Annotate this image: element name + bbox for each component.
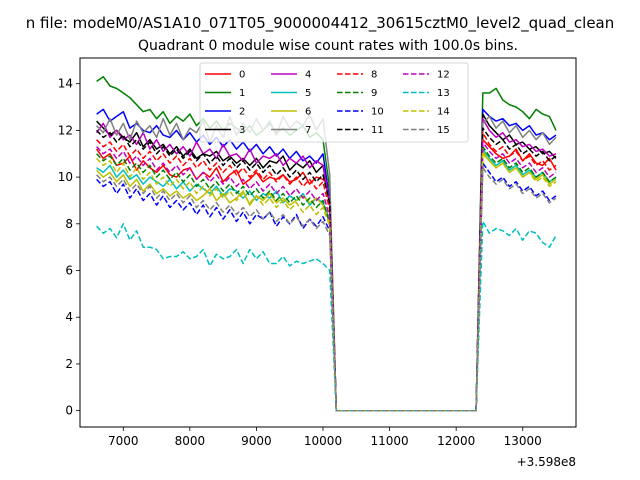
y-tick-label: 10 bbox=[58, 170, 73, 184]
series-line-4 bbox=[95, 117, 557, 412]
y-tick-label: 2 bbox=[65, 357, 73, 371]
series-line-10 bbox=[96, 162, 557, 412]
legend-label-14: 14 bbox=[437, 107, 450, 118]
series-line-2 bbox=[96, 108, 557, 412]
legend-label-4: 4 bbox=[305, 70, 311, 81]
legend-label-0: 0 bbox=[239, 70, 245, 81]
series-line-9 bbox=[96, 145, 557, 412]
y-tick-label: 14 bbox=[58, 77, 73, 91]
series-line-6 bbox=[96, 153, 557, 412]
series-line-15 bbox=[96, 167, 557, 412]
y-tick-label: 4 bbox=[65, 310, 73, 324]
legend-label-7: 7 bbox=[305, 125, 311, 136]
legend-label-5: 5 bbox=[305, 88, 311, 99]
series-line-5 bbox=[96, 148, 557, 412]
legend-label-8: 8 bbox=[371, 70, 377, 81]
legend-label-9: 9 bbox=[371, 88, 377, 99]
series-line-14 bbox=[96, 150, 557, 412]
x-tick-label: 12000 bbox=[437, 434, 475, 448]
y-tick-label: 8 bbox=[65, 217, 73, 231]
x-tick-label: 13000 bbox=[504, 434, 542, 448]
series-line-13 bbox=[96, 220, 557, 412]
legend-label-3: 3 bbox=[239, 125, 245, 136]
x-tick-label: 10000 bbox=[304, 434, 342, 448]
legend-label-11: 11 bbox=[371, 125, 384, 136]
series-line-0 bbox=[95, 138, 557, 412]
axes-frame bbox=[79, 57, 577, 428]
legend-label-15: 15 bbox=[437, 125, 450, 136]
legend-label-1: 1 bbox=[239, 88, 245, 99]
plot-area: 7000 8000 9000 10000 11000 12000 1300002468101… bbox=[58, 57, 577, 448]
x-tick-label: 7000 bbox=[108, 434, 139, 448]
legend-box bbox=[199, 62, 469, 143]
legend-label-6: 6 bbox=[305, 107, 311, 118]
chart-suptitle: n file: modeM0/AS1A10_071T05_9000004412_… bbox=[26, 14, 615, 33]
y-tick-label: 12 bbox=[58, 123, 73, 137]
series-line-11 bbox=[96, 127, 557, 412]
chart-title: Quadrant 0 module wise count rates with … bbox=[138, 38, 518, 54]
x-tick-label: 9000 bbox=[241, 434, 272, 448]
y-tick-label: 6 bbox=[65, 264, 73, 278]
legend-label-13: 13 bbox=[437, 88, 450, 99]
series-line-8 bbox=[96, 131, 557, 412]
x-offset-label: +3.598e8 bbox=[517, 455, 576, 469]
legend-label-10: 10 bbox=[371, 107, 384, 118]
x-tick-label: 8000 bbox=[175, 434, 206, 448]
series-line-3 bbox=[96, 113, 557, 412]
x-tick-label: 11000 bbox=[370, 434, 408, 448]
series-line-12 bbox=[96, 141, 557, 412]
legend-label-12: 12 bbox=[437, 70, 450, 81]
legend-label-2: 2 bbox=[239, 107, 245, 118]
y-tick-label: 0 bbox=[65, 404, 73, 418]
